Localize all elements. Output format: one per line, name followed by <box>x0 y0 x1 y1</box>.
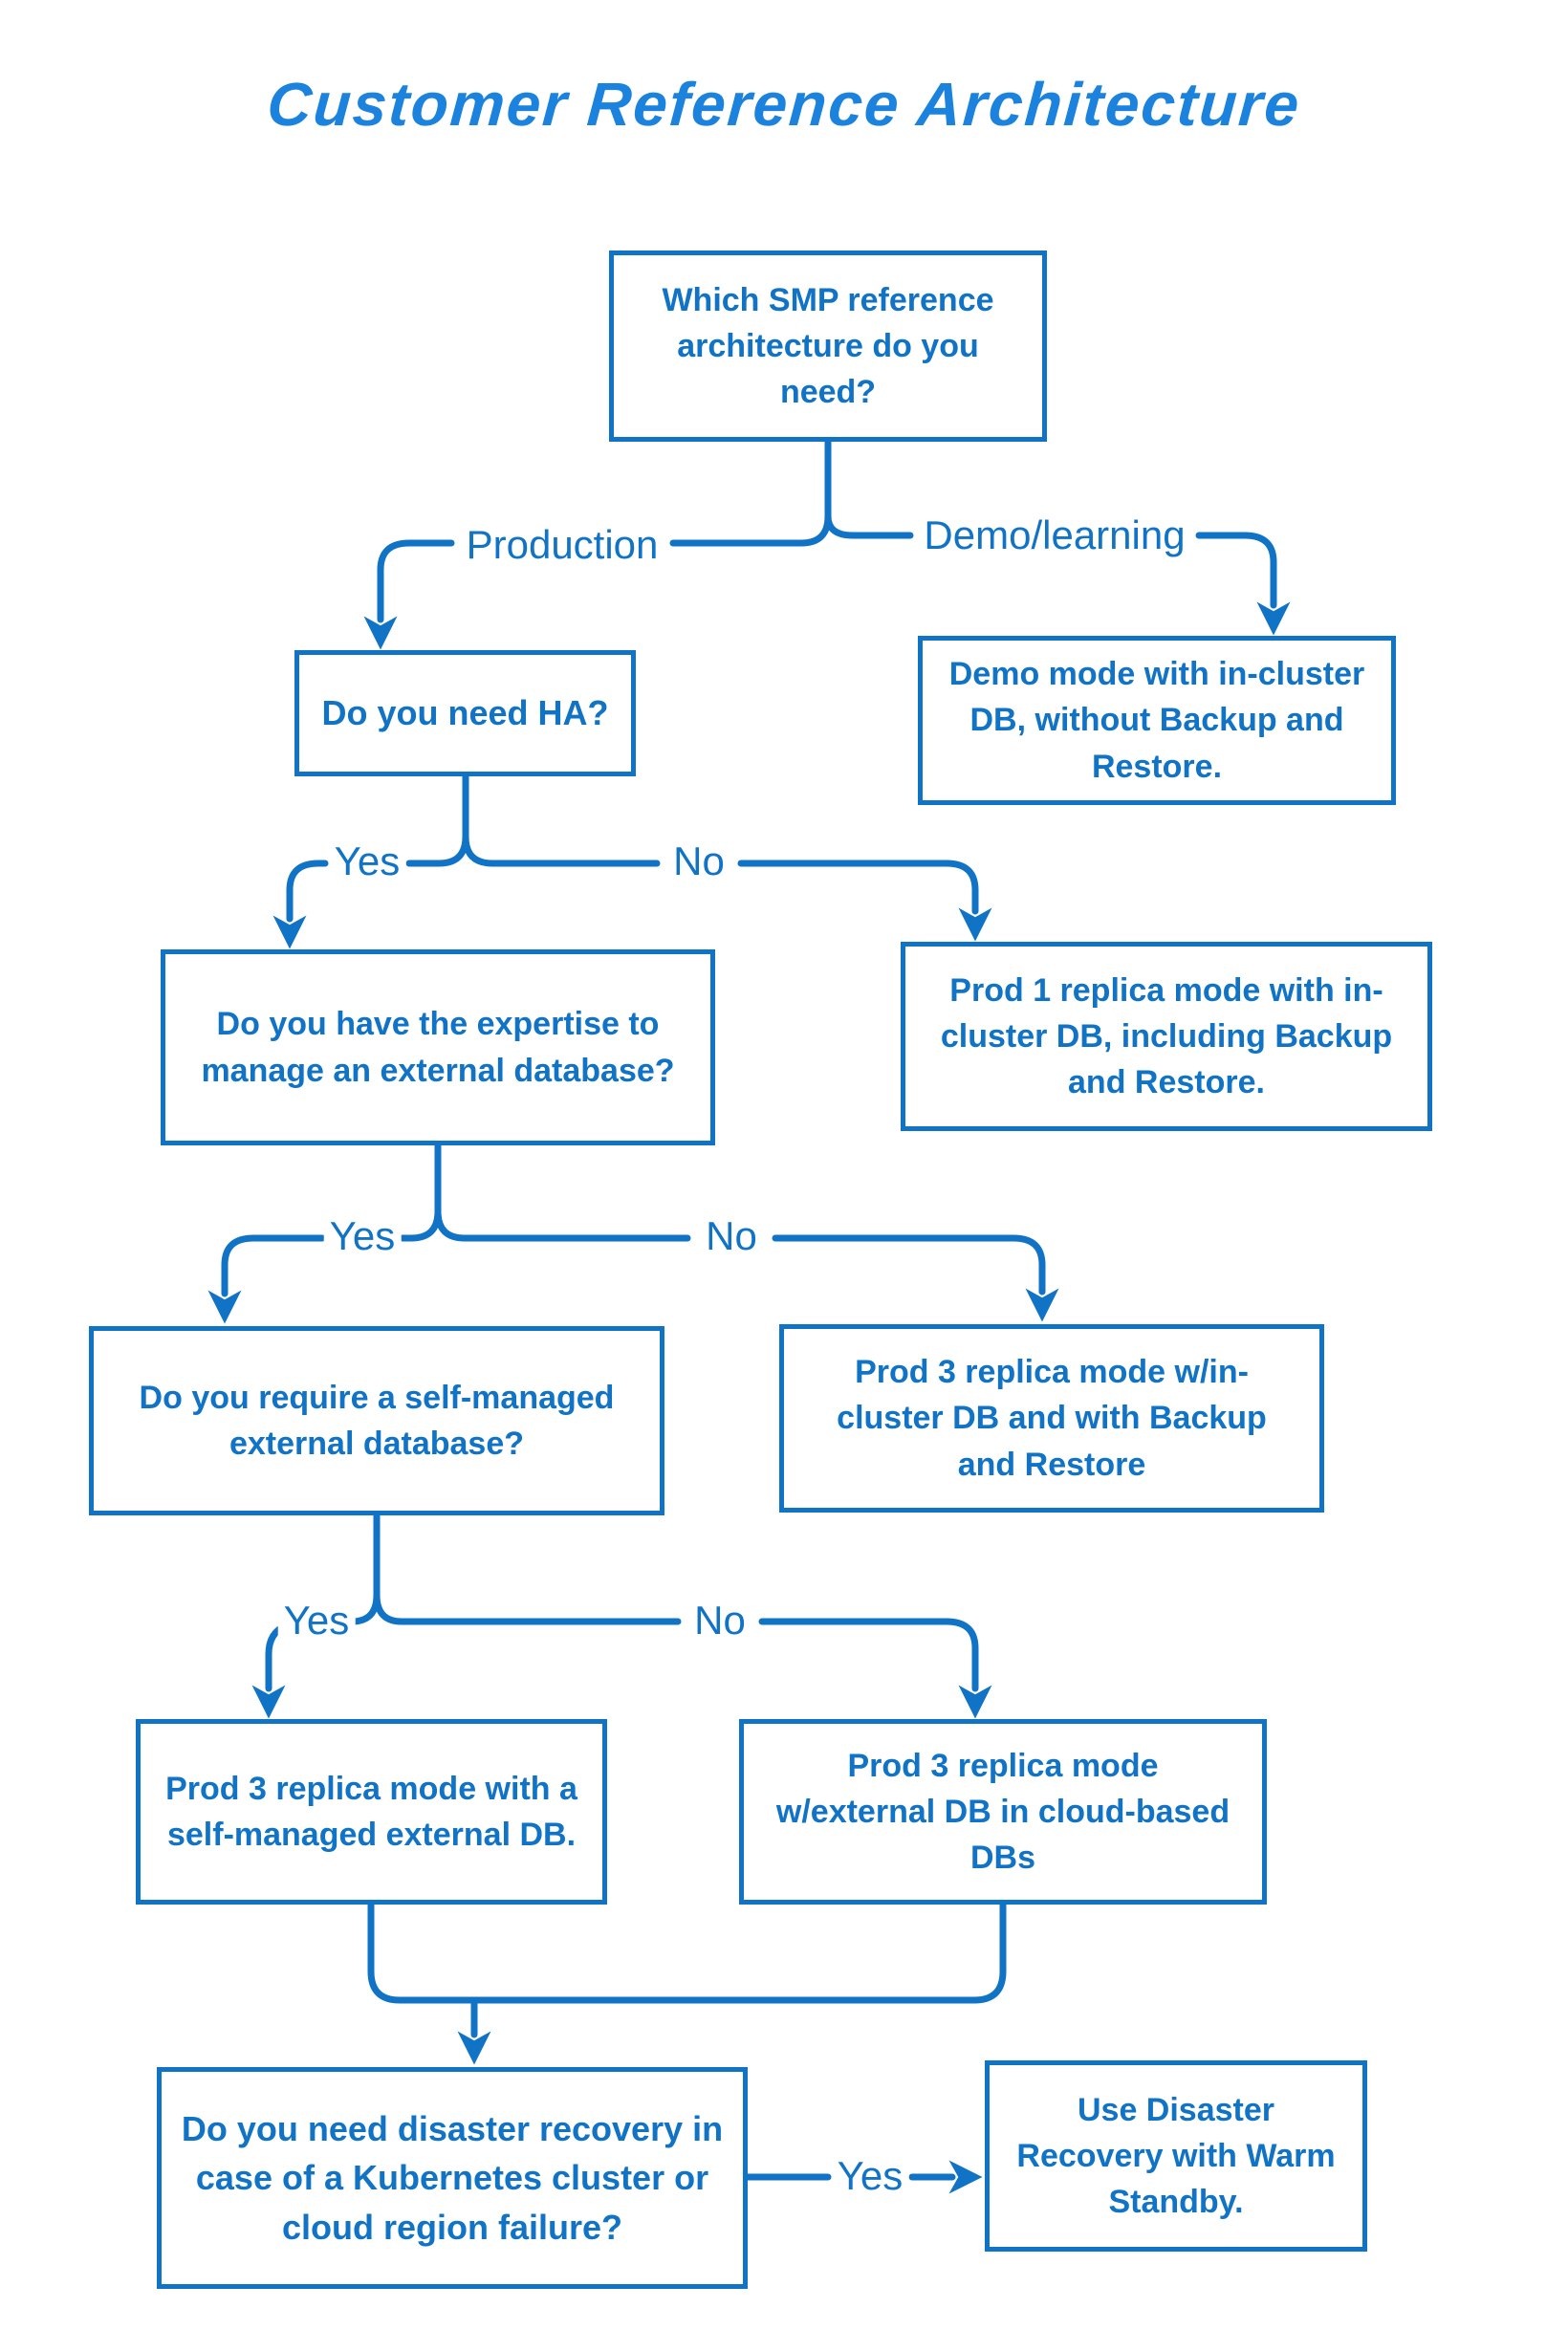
node-prod3-selfmanaged-result: Prod 3 replica mode with a self-managed … <box>136 1719 607 1905</box>
connector-expertise-stem-right <box>434 1208 691 1242</box>
connector-production-arrow <box>363 539 455 650</box>
edge-label-dr-yes: Yes <box>831 2153 909 2199</box>
node-prod3-cloud-result: Prod 3 replica mode w/external DB in clo… <box>739 1719 1267 1905</box>
node-prod1-incluster-result: Prod 1 replica mode with in-cluster DB, … <box>901 942 1432 1131</box>
node-need-ha-question: Do you need HA? <box>294 650 636 776</box>
connector-ha-stem-right <box>462 833 661 867</box>
edge-label-selfmanaged-no: No <box>688 1598 751 1644</box>
edge-label-demo-learning: Demo/learning <box>918 512 1191 558</box>
edge-label-selfmanaged-yes: Yes <box>277 1598 356 1644</box>
connector-root-production <box>669 438 832 547</box>
node-demo-mode-result: Demo mode with in-cluster DB, without Ba… <box>918 636 1396 805</box>
connector-root-demo <box>824 512 914 539</box>
node-prod3-incluster-result: Prod 3 replica mode w/in-cluster DB and … <box>779 1324 1324 1513</box>
node-disaster-recovery-question: Do you need disaster recovery in case of… <box>157 2067 748 2289</box>
connector-ha-yes-arrow <box>272 860 329 949</box>
connector-expertise-stem-left <box>399 1142 442 1242</box>
connector-expertise-no-arrow <box>772 1234 1059 1322</box>
node-expertise-question: Do you have the expertise to manage an e… <box>161 949 715 1145</box>
connector-demo-arrow <box>1195 532 1291 636</box>
node-root-question: Which SMP reference architecture do you … <box>609 250 1047 442</box>
connector-expertise-yes-arrow <box>207 1234 326 1324</box>
connector-ha-no-arrow <box>737 860 992 942</box>
connector-ha-stem-left <box>405 773 469 867</box>
connector-merge-left <box>367 1901 478 2004</box>
edge-label-ha-no: No <box>667 838 730 884</box>
node-self-managed-question: Do you require a self-managed external d… <box>89 1326 664 1515</box>
connector-selfmanaged-stem-right <box>373 1591 682 1625</box>
connector-selfmanaged-no-arrow <box>758 1618 992 1719</box>
connector-merge-right <box>470 1901 1007 2004</box>
edge-label-expertise-no: No <box>700 1213 763 1259</box>
edge-label-ha-yes: Yes <box>328 838 406 884</box>
edge-label-production: Production <box>460 522 664 568</box>
node-disaster-recovery-result: Use Disaster Recovery with Warm Standby. <box>985 2060 1367 2252</box>
edge-label-expertise-yes: Yes <box>323 1213 402 1259</box>
connector-selfmanaged-stem-left <box>348 1512 381 1625</box>
